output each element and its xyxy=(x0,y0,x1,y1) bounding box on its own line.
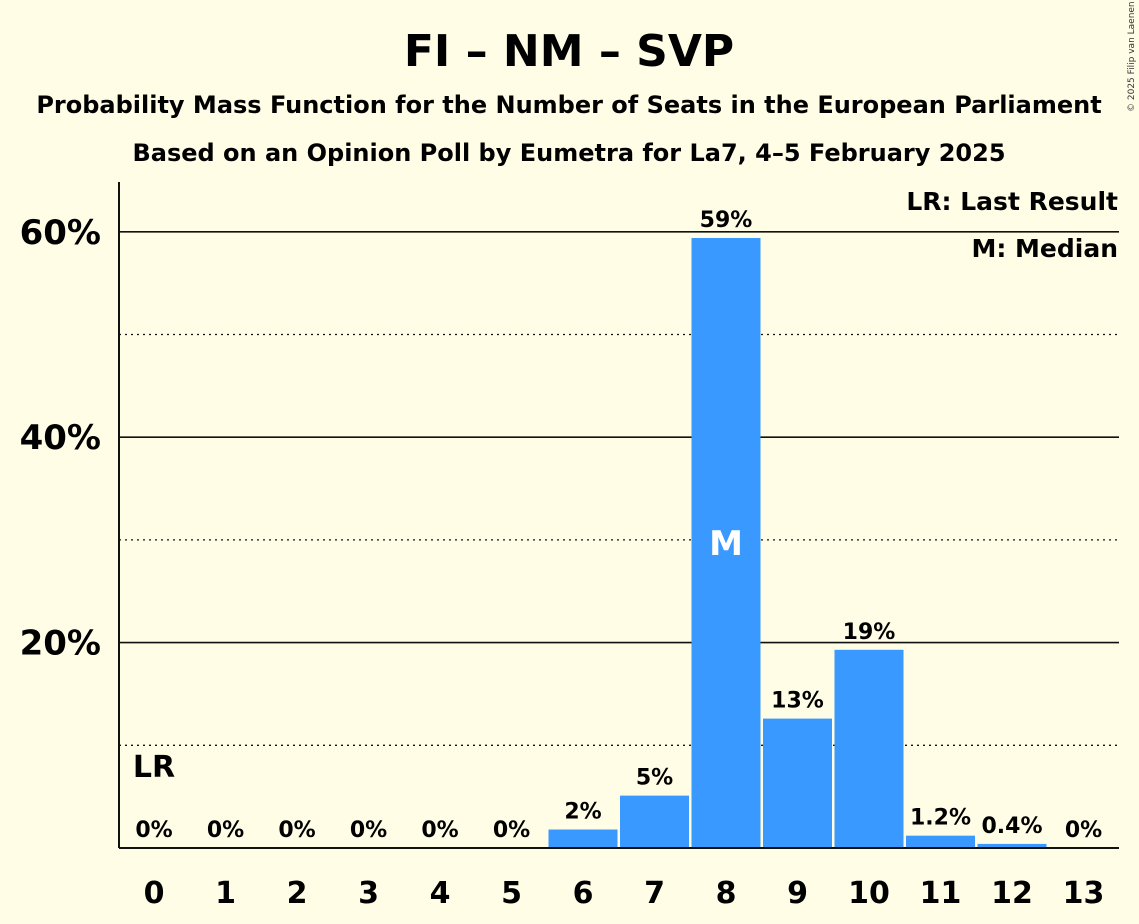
bar xyxy=(548,829,618,848)
bar xyxy=(834,649,904,848)
chart-subtitle: Probability Mass Function for the Number… xyxy=(36,91,1101,119)
data-label: 2% xyxy=(564,800,601,825)
y-tick-label: 60% xyxy=(20,213,101,253)
x-tick-label: 13 xyxy=(1063,876,1105,911)
chart-marks: M LR xyxy=(133,524,743,785)
data-label: 0% xyxy=(1065,818,1102,843)
y-tick-label: 20% xyxy=(20,624,101,664)
x-tick-label: 5 xyxy=(501,876,522,911)
bar xyxy=(691,237,761,848)
bar xyxy=(620,795,689,848)
x-tick-label: 9 xyxy=(787,876,808,911)
data-label: 0% xyxy=(493,818,530,843)
x-tick-label: 3 xyxy=(358,876,379,911)
data-label: 0% xyxy=(135,818,172,843)
copyright-text: © 2025 Filip van Laenen xyxy=(1127,1,1137,112)
legend-last-result: LR: Last Result xyxy=(906,187,1118,216)
x-tick-label: 1 xyxy=(215,876,236,911)
median-marker: M xyxy=(709,524,743,564)
x-axis-ticks: 0 1 2 3 4 5 6 7 8 9 10 11 12 13 xyxy=(144,876,1105,911)
data-label: 0% xyxy=(421,818,458,843)
x-tick-label: 2 xyxy=(287,876,308,911)
legend-median: M: Median xyxy=(971,234,1118,263)
data-label: 0% xyxy=(207,818,244,843)
data-label: 0% xyxy=(350,818,387,843)
bar xyxy=(977,843,1047,848)
x-tick-label: 4 xyxy=(430,876,451,911)
data-label: 1.2% xyxy=(910,806,971,831)
chart-title: FI – NM – SVP xyxy=(404,26,734,77)
x-tick-label: 11 xyxy=(920,876,962,911)
x-tick-label: 8 xyxy=(716,876,737,911)
y-tick-label: 40% xyxy=(20,418,101,458)
bar xyxy=(906,835,975,848)
data-label: 5% xyxy=(636,766,673,791)
y-axis-ticks: 20% 40% 60% xyxy=(20,213,101,664)
last-result-marker: LR xyxy=(133,750,175,785)
data-label: 59% xyxy=(700,208,753,233)
x-tick-label: 10 xyxy=(848,876,890,911)
chart-subtitle-source: Based on an Opinion Poll by Eumetra for … xyxy=(132,139,1005,167)
data-label: 0% xyxy=(278,818,315,843)
data-label: 0.4% xyxy=(981,814,1042,839)
x-tick-label: 0 xyxy=(144,876,165,911)
data-label: 19% xyxy=(843,620,896,645)
x-tick-label: 7 xyxy=(644,876,665,911)
bars xyxy=(548,237,1047,848)
data-label: 13% xyxy=(771,689,824,714)
x-tick-label: 12 xyxy=(991,876,1033,911)
x-tick-label: 6 xyxy=(573,876,594,911)
bar xyxy=(763,718,832,848)
gridlines xyxy=(119,231,1119,746)
data-labels: 0% 0% 0% 0% 0% 0% 2% 5% 59% 13% 19% 1.2% 0.4% 0% xyxy=(135,208,1102,843)
